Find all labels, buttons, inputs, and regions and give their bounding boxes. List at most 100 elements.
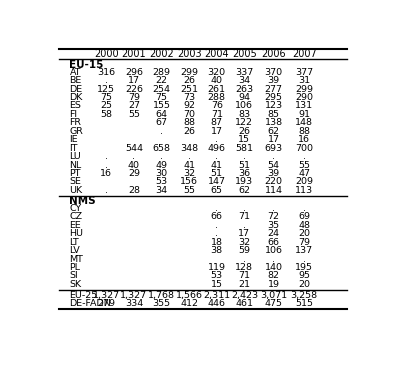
Text: GR: GR — [69, 127, 83, 136]
Text: 123: 123 — [265, 102, 283, 110]
Text: 137: 137 — [295, 246, 313, 255]
Text: 22: 22 — [156, 76, 168, 85]
Text: 299: 299 — [180, 68, 198, 77]
Text: IT: IT — [69, 144, 78, 153]
Text: 2,423: 2,423 — [231, 291, 258, 300]
Text: 66: 66 — [268, 238, 280, 247]
Text: .: . — [132, 152, 135, 161]
Text: .: . — [160, 127, 163, 136]
Text: 17: 17 — [268, 135, 280, 144]
Text: 15: 15 — [238, 135, 250, 144]
Text: 30: 30 — [156, 169, 168, 178]
Text: 299: 299 — [295, 84, 313, 93]
Text: 279: 279 — [97, 299, 115, 308]
Text: 92: 92 — [183, 102, 195, 110]
Text: 700: 700 — [295, 144, 313, 153]
Text: 71: 71 — [238, 272, 250, 280]
Text: 39: 39 — [267, 169, 280, 178]
Text: 226: 226 — [125, 84, 143, 93]
Text: 2003: 2003 — [177, 49, 202, 59]
Text: 348: 348 — [180, 144, 198, 153]
Text: 20: 20 — [298, 229, 310, 238]
Text: 2002: 2002 — [149, 49, 174, 59]
Text: 119: 119 — [208, 263, 226, 272]
Text: 128: 128 — [235, 263, 253, 272]
Text: 106: 106 — [265, 246, 282, 255]
Text: 195: 195 — [295, 263, 313, 272]
Text: 475: 475 — [265, 299, 282, 308]
Text: 155: 155 — [152, 102, 171, 110]
Text: 75: 75 — [100, 93, 112, 102]
Text: 55: 55 — [298, 161, 310, 170]
Text: 41: 41 — [211, 161, 223, 170]
Text: 55: 55 — [183, 186, 195, 195]
Text: 16: 16 — [298, 135, 310, 144]
Text: 94: 94 — [238, 93, 250, 102]
Text: 147: 147 — [208, 177, 226, 186]
Text: 1,768: 1,768 — [148, 291, 175, 300]
Text: 2006: 2006 — [261, 49, 286, 59]
Text: 31: 31 — [298, 76, 310, 85]
Text: 28: 28 — [128, 186, 140, 195]
Text: 71: 71 — [238, 212, 250, 221]
Text: EU-25: EU-25 — [69, 291, 98, 300]
Text: 2005: 2005 — [232, 49, 257, 59]
Text: 65: 65 — [211, 186, 223, 195]
Text: BE: BE — [69, 76, 82, 85]
Text: 2004: 2004 — [204, 49, 229, 59]
Text: 79: 79 — [128, 93, 140, 102]
Text: 88: 88 — [183, 118, 195, 127]
Text: MT: MT — [69, 254, 83, 264]
Text: 125: 125 — [97, 84, 115, 93]
Text: 658: 658 — [152, 144, 171, 153]
Text: 24: 24 — [268, 229, 280, 238]
Text: AT: AT — [69, 68, 81, 77]
Text: 36: 36 — [238, 169, 250, 178]
Text: NL: NL — [69, 161, 82, 170]
Text: 58: 58 — [100, 110, 112, 119]
Text: 27: 27 — [128, 102, 140, 110]
Text: 62: 62 — [238, 186, 250, 195]
Text: .: . — [215, 221, 218, 230]
Text: 193: 193 — [235, 177, 253, 186]
Text: .: . — [105, 186, 108, 195]
Text: LV: LV — [69, 246, 80, 255]
Text: LU: LU — [69, 152, 81, 161]
Text: LT: LT — [69, 238, 79, 247]
Text: 1,566: 1,566 — [176, 291, 203, 300]
Text: 40: 40 — [128, 161, 140, 170]
Text: 2001: 2001 — [122, 49, 146, 59]
Text: ES: ES — [69, 102, 81, 110]
Text: 446: 446 — [208, 299, 226, 308]
Text: 26: 26 — [238, 127, 250, 136]
Text: 515: 515 — [295, 299, 313, 308]
Text: PL: PL — [69, 263, 80, 272]
Text: 47: 47 — [298, 169, 310, 178]
Text: 66: 66 — [211, 212, 223, 221]
Text: 83: 83 — [238, 110, 250, 119]
Text: IE: IE — [69, 135, 78, 144]
Text: 288: 288 — [208, 93, 226, 102]
Text: 334: 334 — [125, 299, 143, 308]
Text: .: . — [243, 221, 246, 230]
Text: 251: 251 — [180, 84, 198, 93]
Text: 106: 106 — [235, 102, 253, 110]
Text: 261: 261 — [208, 84, 226, 93]
Text: .: . — [105, 161, 108, 170]
Text: 544: 544 — [125, 144, 143, 153]
Text: PT: PT — [69, 169, 81, 178]
Text: 16: 16 — [100, 169, 112, 178]
Text: DE-FADN: DE-FADN — [69, 299, 111, 308]
Text: 114: 114 — [265, 186, 282, 195]
Text: CZ: CZ — [69, 212, 83, 221]
Text: 95: 95 — [298, 272, 310, 280]
Text: 73: 73 — [183, 93, 195, 102]
Text: FI: FI — [69, 110, 78, 119]
Text: .: . — [105, 152, 108, 161]
Text: 1,327: 1,327 — [93, 291, 120, 300]
Text: 156: 156 — [180, 177, 198, 186]
Text: 59: 59 — [238, 246, 250, 255]
Text: EE: EE — [69, 221, 81, 230]
Text: .: . — [243, 254, 246, 264]
Text: .: . — [272, 254, 275, 264]
